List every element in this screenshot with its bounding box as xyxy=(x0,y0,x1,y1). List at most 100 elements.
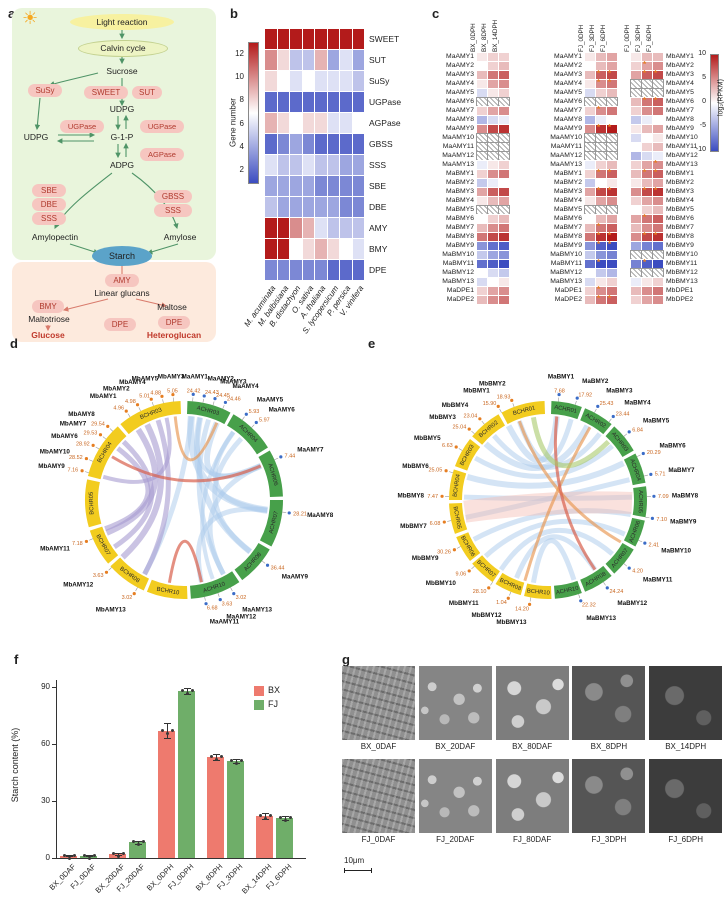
heatmap-cell xyxy=(277,28,291,50)
gene-position: 17.92 xyxy=(578,392,592,398)
heatmap-cell xyxy=(352,91,366,113)
heatmap-cell xyxy=(289,238,303,260)
gene-tick xyxy=(500,409,502,413)
heatmap-cell xyxy=(352,259,366,281)
gene-label: MaBMY10 xyxy=(532,250,582,259)
sem-image-label: BX_80DAF xyxy=(496,742,569,751)
significance-star: * xyxy=(597,105,600,114)
significance-star: * xyxy=(643,231,646,240)
gene-marker xyxy=(81,469,84,472)
heatmap-cell xyxy=(314,217,328,239)
gene-tick xyxy=(128,414,130,417)
gene-position: 3.02 xyxy=(236,595,247,601)
gene-tick xyxy=(110,428,113,431)
gene-position: 6.68 xyxy=(207,606,218,612)
significance-star: * xyxy=(608,186,611,195)
heatmap-cell xyxy=(277,112,291,134)
gene-label: MbAMY6 xyxy=(51,433,78,440)
data-point xyxy=(83,854,86,857)
heatmap-cell xyxy=(302,154,316,176)
gene-label: MaAMY9 xyxy=(282,573,309,580)
y-tick xyxy=(52,744,56,745)
gene-label: MbBMY12 xyxy=(471,612,502,619)
data-point xyxy=(93,854,96,857)
colorbar-tick: -10 xyxy=(688,146,706,153)
gene-label: MaBMY1 xyxy=(548,374,575,381)
sss-left-enzyme: SSS xyxy=(32,212,66,225)
y-axis-title: Starch content (%) xyxy=(10,700,20,830)
sem-image-label: BX_14DPH xyxy=(649,742,722,751)
gene-marker xyxy=(133,592,136,595)
significance-star: * xyxy=(597,258,600,267)
gene-label: MaBMY8 xyxy=(424,232,474,241)
gene-label: MaBMY13 xyxy=(424,277,474,286)
gene-label: MaAMY9 xyxy=(424,124,474,133)
maltose-node: Maltose xyxy=(148,302,196,312)
udpg-node: UDPG xyxy=(102,104,142,114)
gene-label: MaDPE1 xyxy=(424,286,474,295)
gene-marker xyxy=(125,410,128,413)
gene-marker xyxy=(453,548,456,551)
gene-family-label: SWEET xyxy=(369,34,399,44)
data-point xyxy=(191,689,194,692)
gene-tick xyxy=(575,401,576,405)
dbe-enzyme: DBE xyxy=(32,198,66,211)
column-header: FJ_3DPH xyxy=(635,12,643,52)
significance-star: * xyxy=(597,240,600,249)
bar-FJ_3DPH xyxy=(227,761,244,858)
gene-label: MbBMY9 xyxy=(412,555,439,562)
significance-star: * xyxy=(654,96,657,105)
significance-star: * xyxy=(608,294,611,303)
gene-label: MbBMY3 xyxy=(429,414,456,421)
gene-label: MaBMY1 xyxy=(424,169,474,178)
bar-FJ_6DPH xyxy=(276,818,293,858)
gene-label: MaBMY8 xyxy=(532,232,582,241)
heatmap-cell xyxy=(264,49,278,71)
ugpase-right-enzyme: UGPase xyxy=(140,120,184,133)
data-point xyxy=(171,729,174,732)
gene-label: MaDPE2 xyxy=(532,295,582,304)
heatmap-cell xyxy=(498,295,510,305)
gene-label: MaBMY12 xyxy=(532,268,582,277)
gene-label: MaBMY4 xyxy=(424,196,474,205)
gene-label: MaAMY4 xyxy=(532,79,582,88)
gene-label: MbBMY13 xyxy=(496,619,527,626)
heatmap-cell xyxy=(277,238,291,260)
gene-family-label: AGPase xyxy=(369,118,401,128)
y-tick xyxy=(52,858,56,859)
gene-position: 20.29 xyxy=(647,450,661,456)
heatmap-cell xyxy=(277,217,291,239)
gene-position: 15.90 xyxy=(483,401,497,407)
gene-tick xyxy=(459,449,462,451)
gene-marker xyxy=(455,445,458,448)
gene-label: MbBMY5 xyxy=(414,435,441,442)
gene-label: MbAMY7 xyxy=(666,106,716,115)
heatmap-cell xyxy=(652,295,664,305)
gene-tick xyxy=(218,593,219,597)
sem-image-label: FJ_3DPH xyxy=(572,835,645,844)
gene-marker xyxy=(652,495,655,498)
gene-label: MbAMY13 xyxy=(96,606,127,613)
error-cap xyxy=(164,723,171,724)
gene-label: MaDPE1 xyxy=(532,286,582,295)
gene-marker xyxy=(651,517,654,520)
heatmap-cell xyxy=(314,259,328,281)
gene-label: MbBMY2 xyxy=(479,380,506,387)
colorbar-tick: 4 xyxy=(228,142,244,151)
sbe-enzyme: SBE xyxy=(32,184,66,197)
gene-label: MaAMY4 xyxy=(232,383,259,390)
heatmap-cell xyxy=(314,112,328,134)
gene-label: MaAMY5 xyxy=(257,397,284,404)
gene-position: 7.10 xyxy=(656,517,667,523)
gene-family-label: SSS xyxy=(369,160,386,170)
gene-label: MbAMY3 xyxy=(158,374,185,381)
significance-star: * xyxy=(643,213,646,222)
gene-marker xyxy=(445,469,448,472)
gene-tick xyxy=(89,460,93,462)
gene-label: MbAMY9 xyxy=(38,463,65,470)
gene-label: MaAMY1 xyxy=(532,52,582,61)
gene-position: 4.98 xyxy=(125,399,136,405)
sss-right-enzyme: SSS xyxy=(154,204,192,217)
gene-label: MaBMY2 xyxy=(424,178,474,187)
bar-BX_0DPH xyxy=(158,731,175,858)
